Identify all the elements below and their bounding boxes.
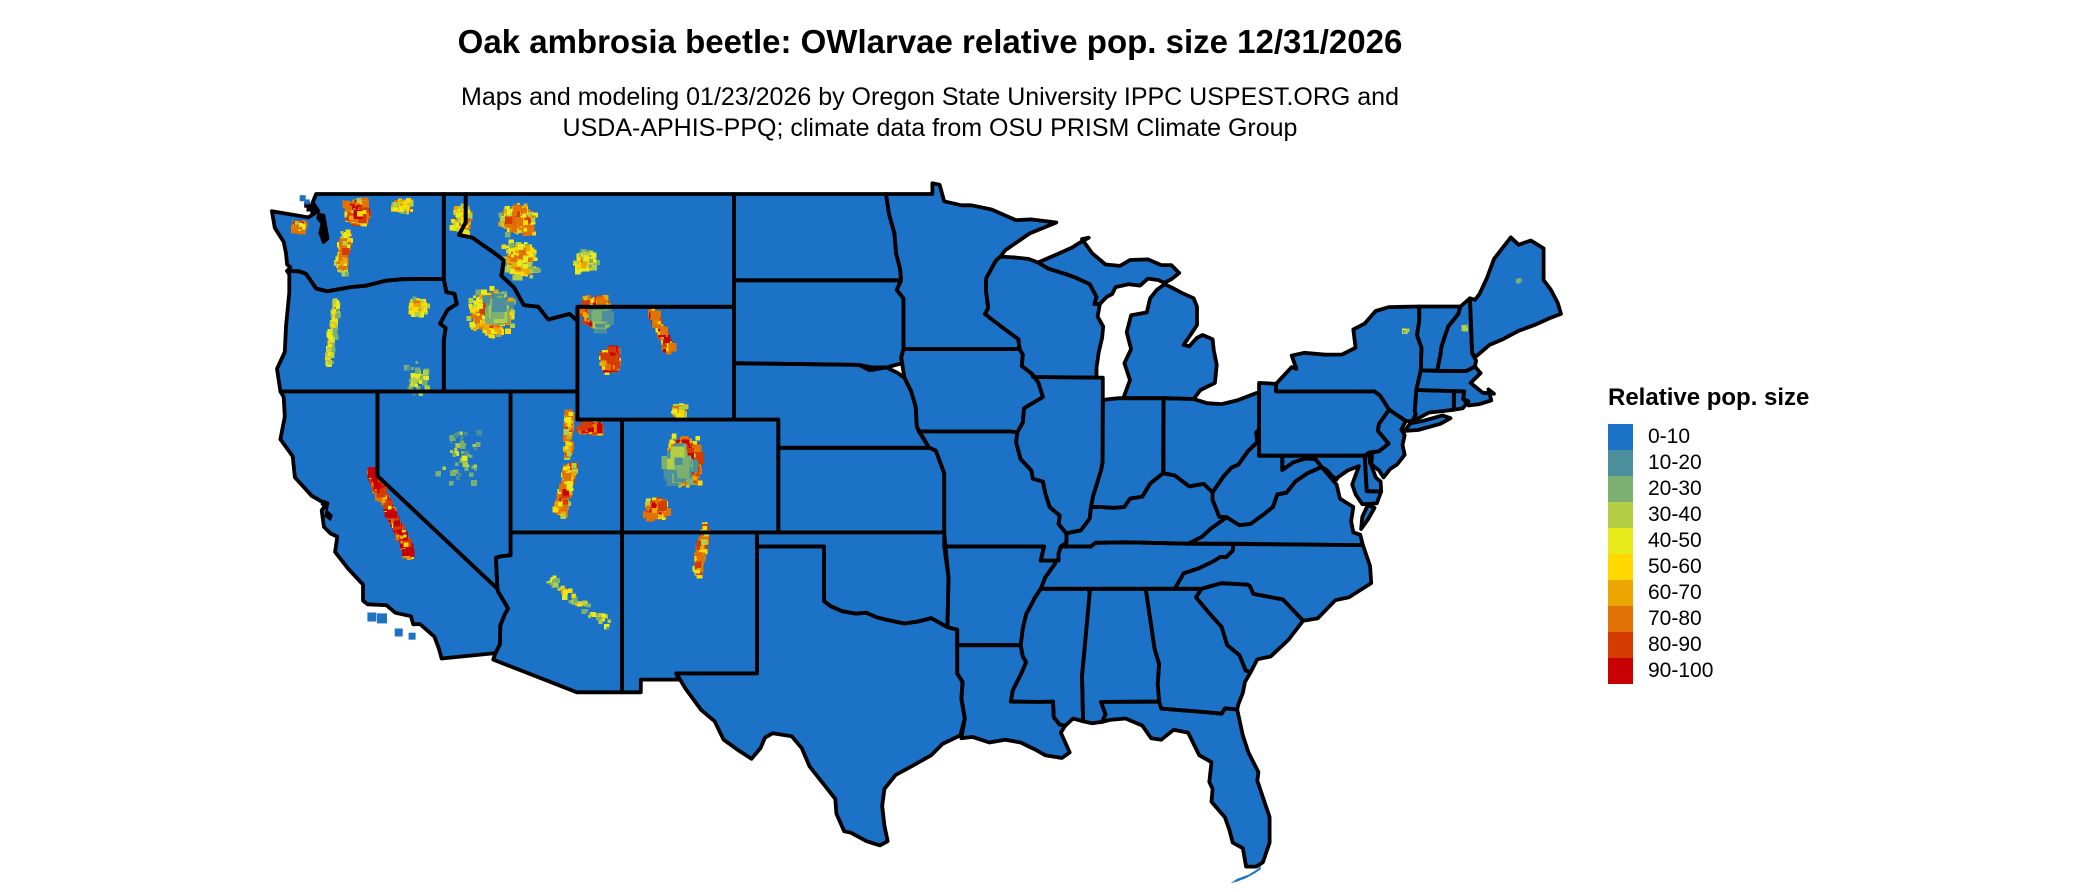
legend-label: 20-30 — [1648, 477, 1702, 500]
state-fill-ga — [1145, 588, 1251, 714]
legend-label: 70-80 — [1648, 607, 1702, 630]
hotspot-speckles — [291, 197, 1522, 630]
legend-color-swatch — [1608, 606, 1633, 632]
legend-label: 90-100 — [1648, 659, 1714, 682]
state-fill-nv — [377, 391, 511, 589]
state-fill-nj — [1369, 409, 1406, 478]
state-border-nh — [1435, 296, 1478, 373]
state-fill-nh — [1437, 298, 1477, 372]
legend-title: Relative pop. size — [1608, 384, 1810, 411]
state-border-md — [1280, 453, 1384, 507]
legend-color-swatch — [1608, 658, 1633, 684]
state-fill-mi — [1123, 284, 1217, 399]
legend-color-swatch — [1608, 528, 1633, 554]
legend-color-swatch — [1608, 502, 1633, 528]
state-fill-la — [957, 645, 1070, 758]
state-fill-ct — [1412, 390, 1454, 421]
state-border-mi — [1121, 282, 1219, 401]
state-border-wi — [983, 254, 1106, 380]
legend-color-swatch — [1608, 554, 1633, 580]
figure-subtitle-line2: USDA-APHIS-PPQ; climate data from OSU PR… — [562, 114, 1298, 142]
legend-item-10-20: 10-20 — [1608, 450, 1809, 476]
legend-label: 40-50 — [1648, 529, 1702, 552]
legend-color-swatch — [1608, 580, 1633, 606]
state-fill-mn — [886, 183, 1057, 350]
state-fill-ky — [1060, 473, 1227, 547]
legend-label: 30-40 — [1648, 503, 1702, 526]
legend-label: 50-60 — [1648, 555, 1702, 578]
state-fill-wa — [271, 194, 444, 292]
state-fill-ny — [1276, 306, 1422, 421]
state-fill-tn — [1040, 542, 1234, 589]
legend-color-swatch — [1608, 424, 1633, 450]
state-fill-va — [1188, 467, 1363, 546]
legend-item-30-40: 30-40 — [1608, 502, 1809, 528]
legend-item-50-60: 50-60 — [1608, 554, 1809, 580]
state-border-vaes — [1359, 503, 1377, 531]
state-fill-ok — [757, 532, 949, 628]
legend-color-swatch — [1608, 476, 1633, 502]
state-border-miup — [1036, 235, 1182, 306]
legend-item-40-50: 40-50 — [1608, 528, 1809, 554]
state-border-az — [491, 530, 624, 695]
legend: Relative pop. size 0-10 10-20 20-30 30-40 40… — [1608, 384, 1809, 684]
legend-item-90-100: 90-100 — [1608, 658, 1809, 684]
state-fill-wy — [577, 306, 734, 420]
legend-label: 60-70 — [1648, 581, 1702, 604]
legend-label: 80-90 — [1648, 633, 1702, 656]
state-fill-oh — [1163, 392, 1260, 493]
state-fill-ar — [944, 546, 1056, 646]
figure-title: Oak ambrosia beetle: OWlarvae relative p… — [457, 23, 1403, 60]
state-fill-ne — [733, 363, 930, 448]
legend-item-70-80: 70-80 — [1608, 606, 1809, 632]
legend-label: 10-20 — [1648, 451, 1702, 474]
state-fill-ks — [778, 447, 945, 533]
state-border-fl — [1099, 699, 1272, 869]
legend-rows: 0-10 10-20 20-30 30-40 40-50 50-60 60-70 70-80 8… — [1608, 424, 1809, 684]
state-fill-mo — [918, 431, 1067, 561]
state-fill-li — [1404, 415, 1451, 431]
state-border-de — [1362, 451, 1384, 494]
legend-item-20-30: 20-30 — [1608, 476, 1809, 502]
legend-item-0-10: 0-10 — [1608, 424, 1809, 450]
state-fill-pa — [1259, 382, 1390, 456]
state-fill-id — [440, 194, 578, 392]
state-border-nc — [1172, 541, 1374, 623]
state-fill-nd — [733, 194, 902, 281]
state-fill-ind — [1090, 398, 1164, 508]
legend-item-60-70: 60-70 — [1608, 580, 1809, 606]
map-extras — [299, 195, 1261, 884]
state-fill-ma — [1416, 366, 1494, 406]
state-border-tx — [674, 544, 967, 848]
figure-subtitle-line1: Maps and modeling 01/23/2026 by Oregon S… — [461, 83, 1399, 111]
state-fill-miup — [1038, 237, 1180, 304]
state-fill-nm — [622, 532, 758, 693]
state-fill-nc — [1174, 543, 1372, 621]
legend-item-80-90: 80-90 — [1608, 632, 1809, 658]
state-border-me — [1468, 235, 1563, 359]
puget-sound — [316, 212, 330, 244]
legend-color-swatch — [1608, 450, 1633, 476]
state-fill-il — [1016, 373, 1103, 534]
florida-keys — [1230, 865, 1261, 884]
state-fill-ia — [901, 349, 1043, 433]
state-fill-az — [493, 532, 622, 693]
state-borders — [270, 181, 1563, 869]
state-fill-wi — [984, 256, 1104, 378]
state-fill-al — [1082, 588, 1160, 724]
state-fill-wv — [1212, 429, 1322, 526]
state-fill-or — [277, 271, 457, 392]
state-fill-me — [1469, 237, 1561, 357]
legend-color-swatch — [1608, 632, 1633, 658]
state-fill-fl — [1101, 701, 1270, 867]
state-fill-sd — [733, 280, 904, 371]
san-francisco-bay — [320, 499, 333, 521]
legend-label: 0-10 — [1648, 425, 1691, 448]
state-border-nj — [1367, 407, 1408, 480]
state-fill-ms — [1010, 588, 1090, 726]
